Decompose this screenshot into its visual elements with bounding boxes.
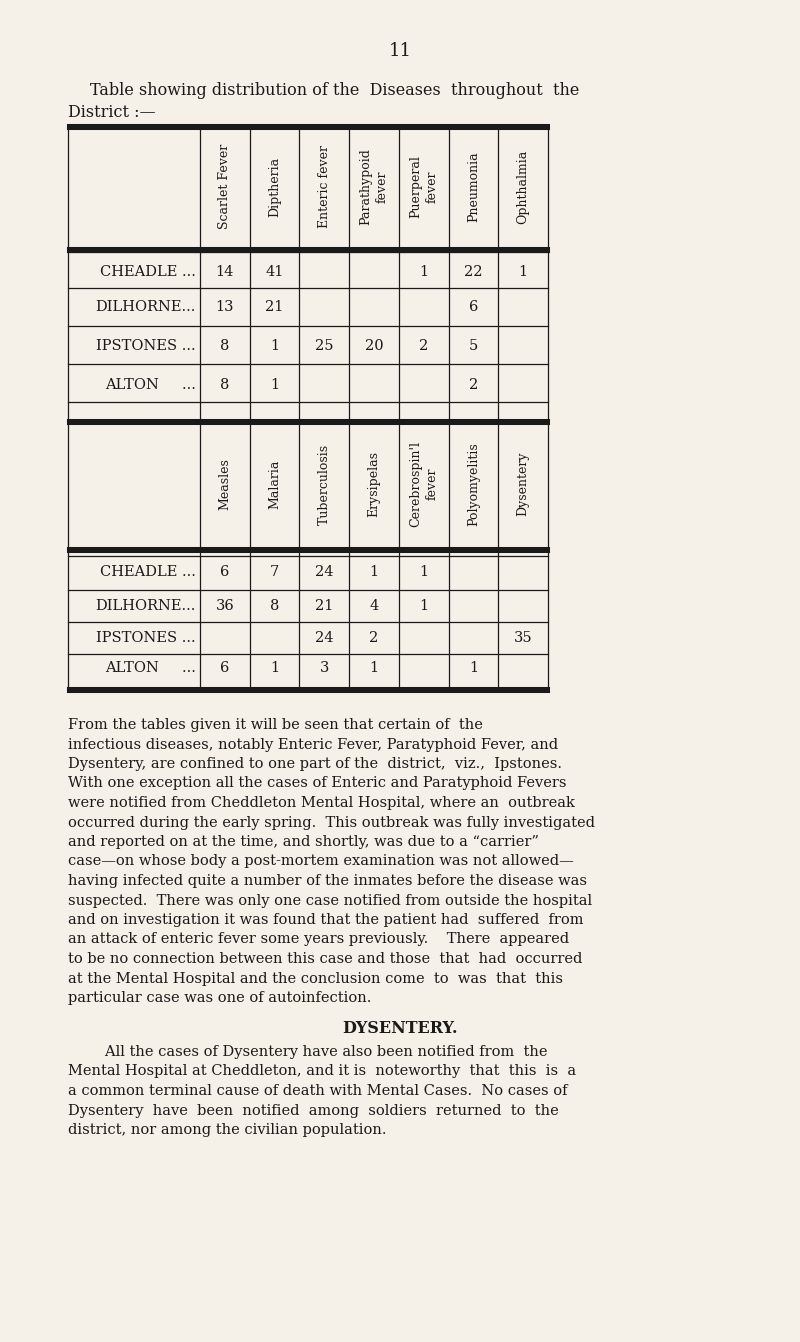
Text: 1: 1 <box>419 565 428 578</box>
Text: 4: 4 <box>370 599 378 613</box>
Text: Tuberculosis: Tuberculosis <box>318 443 330 525</box>
Text: Pneumonia: Pneumonia <box>467 152 480 221</box>
Text: Polyomyelitis: Polyomyelitis <box>467 442 480 526</box>
Text: IPSTONES ...: IPSTONES ... <box>96 340 196 353</box>
Text: 36: 36 <box>215 599 234 613</box>
Text: infectious diseases, notably Enteric Fever, Paratyphoid Fever, and: infectious diseases, notably Enteric Fev… <box>68 738 558 752</box>
Text: and reported on at the time, and shortly, was due to a “carrier”: and reported on at the time, and shortly… <box>68 835 539 849</box>
Text: 6: 6 <box>220 662 230 675</box>
Text: 1: 1 <box>270 662 279 675</box>
Text: 1: 1 <box>370 662 378 675</box>
Text: Puerperal
fever: Puerperal fever <box>410 156 438 217</box>
Text: DYSENTERY.: DYSENTERY. <box>342 1020 458 1037</box>
Text: District :—: District :— <box>68 103 156 121</box>
Text: to be no connection between this case and those  that  had  occurred: to be no connection between this case an… <box>68 951 582 966</box>
Text: 7: 7 <box>270 565 279 578</box>
Text: a common terminal cause of death with Mental Cases.  No cases of: a common terminal cause of death with Me… <box>68 1084 567 1098</box>
Text: Malaria: Malaria <box>268 459 281 509</box>
Text: 6: 6 <box>220 565 230 578</box>
Text: 11: 11 <box>389 42 411 60</box>
Text: All the cases of Dysentery have also been notified from  the: All the cases of Dysentery have also bee… <box>68 1045 547 1059</box>
Text: 2: 2 <box>469 378 478 392</box>
Text: Table showing distribution of the  Diseases  throughout  the: Table showing distribution of the Diseas… <box>90 82 579 99</box>
Text: suspected.  There was only one case notified from outside the hospital: suspected. There was only one case notif… <box>68 894 592 907</box>
Text: 41: 41 <box>266 264 284 279</box>
Text: DILHORNE...: DILHORNE... <box>96 301 196 314</box>
Text: CHEADLE ...: CHEADLE ... <box>100 264 196 279</box>
Text: 21: 21 <box>315 599 334 613</box>
Text: were notified from Cheddleton Mental Hospital, where an  outbreak: were notified from Cheddleton Mental Hos… <box>68 796 575 811</box>
Text: 1: 1 <box>370 565 378 578</box>
Text: 1: 1 <box>469 662 478 675</box>
Text: case—on whose body a post-mortem examination was not allowed—: case—on whose body a post-mortem examina… <box>68 855 574 868</box>
Text: 1: 1 <box>518 264 528 279</box>
Text: 21: 21 <box>266 301 284 314</box>
Text: district, nor among the civilian population.: district, nor among the civilian populat… <box>68 1123 386 1137</box>
Text: 1: 1 <box>270 378 279 392</box>
Text: Parathypoid
fever: Parathypoid fever <box>359 148 389 225</box>
Text: and on investigation it was found that the patient had  suffered  from: and on investigation it was found that t… <box>68 913 583 927</box>
Text: at the Mental Hospital and the conclusion come  to  was  that  this: at the Mental Hospital and the conclusio… <box>68 972 563 985</box>
Text: 24: 24 <box>315 565 334 578</box>
Text: 20: 20 <box>365 340 383 353</box>
Text: CHEADLE ...: CHEADLE ... <box>100 565 196 578</box>
Text: 14: 14 <box>216 264 234 279</box>
Text: Enteric fever: Enteric fever <box>318 145 330 228</box>
Text: 8: 8 <box>270 599 279 613</box>
Text: From the tables given it will be seen that certain of  the: From the tables given it will be seen th… <box>68 718 483 731</box>
Text: 24: 24 <box>315 631 334 646</box>
Text: particular case was one of autoinfection.: particular case was one of autoinfection… <box>68 990 371 1005</box>
Text: 2: 2 <box>370 631 378 646</box>
Text: 13: 13 <box>216 301 234 314</box>
Text: Dysentery  have  been  notified  among  soldiers  returned  to  the: Dysentery have been notified among soldi… <box>68 1103 558 1118</box>
Text: having infected quite a number of the inmates before the disease was: having infected quite a number of the in… <box>68 874 587 888</box>
Text: 1: 1 <box>270 340 279 353</box>
Text: an attack of enteric fever some years previously.    There  appeared: an attack of enteric fever some years pr… <box>68 933 569 946</box>
Text: Diptheria: Diptheria <box>268 157 281 216</box>
Text: Mental Hospital at Cheddleton, and it is  noteworthy  that  this  is  a: Mental Hospital at Cheddleton, and it is… <box>68 1064 576 1079</box>
Text: 1: 1 <box>419 264 428 279</box>
Text: Erysipelas: Erysipelas <box>367 451 381 517</box>
Text: With one exception all the cases of Enteric and Paratyphoid Fevers: With one exception all the cases of Ente… <box>68 777 566 790</box>
Text: 35: 35 <box>514 631 533 646</box>
Text: 5: 5 <box>469 340 478 353</box>
Text: 25: 25 <box>315 340 334 353</box>
Text: 2: 2 <box>419 340 428 353</box>
Text: Ophthalmia: Ophthalmia <box>517 149 530 224</box>
Text: 3: 3 <box>319 662 329 675</box>
Text: 8: 8 <box>220 340 230 353</box>
Text: ALTON     ...: ALTON ... <box>105 378 196 392</box>
Text: Dysentery, are confined to one part of the  district,  viz.,  Ipstones.: Dysentery, are confined to one part of t… <box>68 757 562 772</box>
Text: 6: 6 <box>469 301 478 314</box>
Text: occurred during the early spring.  This outbreak was fully investigated: occurred during the early spring. This o… <box>68 816 595 829</box>
Text: 22: 22 <box>464 264 482 279</box>
Text: DILHORNE...: DILHORNE... <box>96 599 196 613</box>
Text: Dysentery: Dysentery <box>517 452 530 517</box>
Text: Scarlet Fever: Scarlet Fever <box>218 144 231 229</box>
Text: 1: 1 <box>419 599 428 613</box>
Text: 8: 8 <box>220 378 230 392</box>
Text: ALTON     ...: ALTON ... <box>105 662 196 675</box>
Text: Cerebrospin'l
fever: Cerebrospin'l fever <box>410 442 438 527</box>
Text: Measles: Measles <box>218 458 231 510</box>
Text: IPSTONES ...: IPSTONES ... <box>96 631 196 646</box>
